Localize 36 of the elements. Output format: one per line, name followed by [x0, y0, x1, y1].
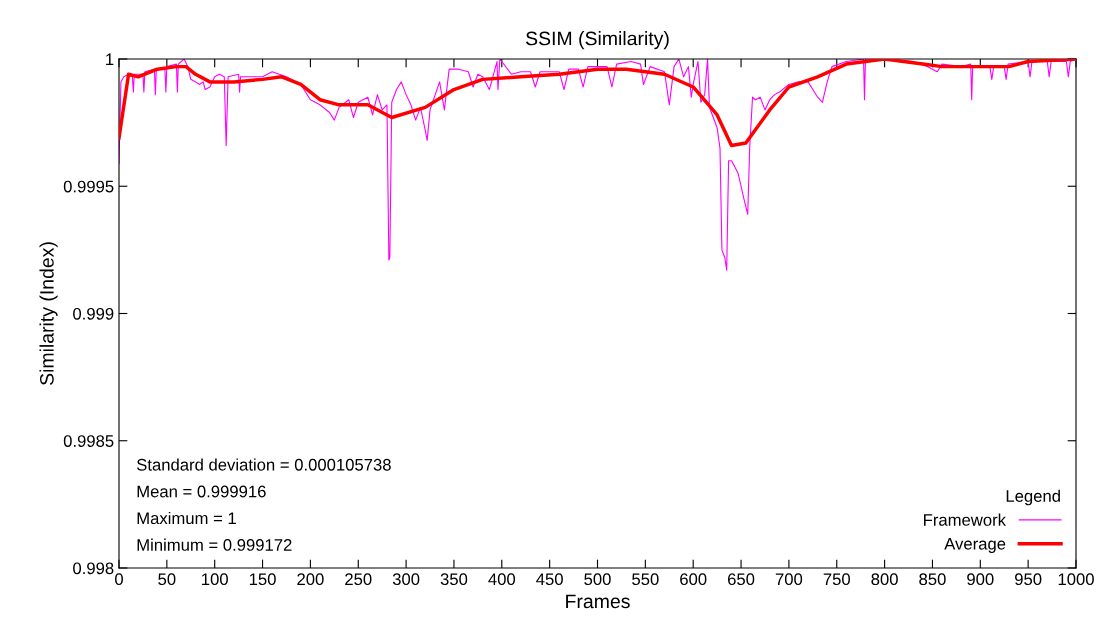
x-tick-label: 900 [967, 573, 994, 586]
legend-title: Legend [1006, 489, 1060, 506]
x-tick-label: 850 [919, 573, 946, 586]
annotation: Standard deviation = 0.000105738 [136, 458, 391, 471]
legend-label: Framework [924, 513, 1007, 526]
y-tick-label: 0.999 [73, 307, 114, 320]
x-tick-label: 650 [727, 573, 755, 586]
x-tick-label: 50 [158, 573, 176, 586]
annotation: Maximum = 1 [137, 511, 236, 525]
x-tick-label: 800 [871, 573, 898, 586]
chart-title: SSIM (Similarity) [526, 31, 669, 50]
y-tick-label: 0.998 [73, 562, 114, 575]
x-tick-label: 700 [775, 573, 803, 586]
x-tick-label: 950 [1015, 573, 1042, 586]
x-tick-label: 350 [440, 573, 468, 586]
x-tick-label: 450 [536, 573, 563, 586]
annotation: Minimum = 0.999172 [137, 538, 292, 551]
x-tick-label: 550 [632, 573, 659, 586]
x-tick-label: 150 [249, 573, 276, 586]
x-tick-label: 200 [297, 573, 324, 586]
annotation: Mean = 0.999916 [137, 485, 266, 498]
x-tick-label: 500 [584, 573, 611, 586]
x-tick-label: 400 [488, 573, 516, 586]
x-tick-label: 750 [823, 573, 850, 586]
y-axis-title: Similarity (Index) [39, 242, 58, 385]
x-tick-label: 0 [115, 573, 123, 586]
y-tick-label: 1 [106, 53, 114, 66]
x-tick-label: 250 [345, 573, 372, 586]
x-tick-label: 600 [680, 573, 707, 586]
x-tick-label: 300 [392, 573, 420, 586]
y-tick-label: 0.9995 [63, 180, 114, 193]
x-axis-title: Frames [566, 594, 630, 609]
y-tick-label: 0.9985 [63, 435, 114, 447]
legend-label: Average [944, 538, 1006, 553]
x-tick-label: 1000 [1058, 573, 1094, 586]
x-tick-label: 100 [202, 573, 228, 586]
